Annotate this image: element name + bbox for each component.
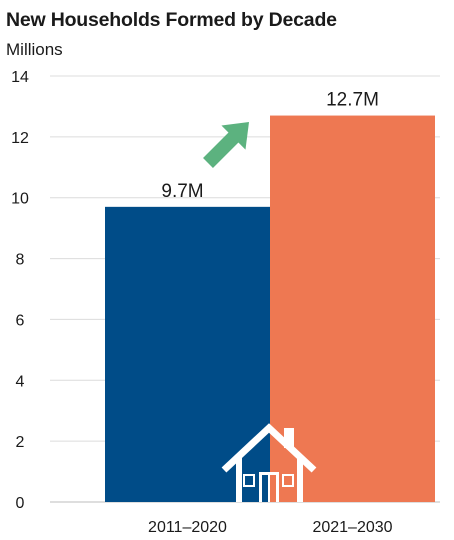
bar-2021–2030 [270, 115, 435, 503]
y-tick-label: 0 [16, 495, 25, 512]
x-tick-label: 2021–2030 [312, 519, 392, 536]
data-label: 12.7M [326, 90, 379, 111]
y-tick-label: 6 [16, 312, 25, 329]
y-tick-label: 14 [11, 69, 29, 86]
chart-title: New Households Formed by Decade [6, 9, 337, 31]
y-tick-label: 4 [16, 373, 25, 390]
y-tick-label: 8 [16, 252, 25, 269]
y-tick-label: 2 [16, 434, 25, 451]
growth-arrow-icon [203, 121, 250, 168]
house-icon [221, 423, 317, 502]
x-tick-label: 2011–2020 [148, 519, 227, 536]
data-label: 9.7M [161, 181, 203, 202]
y-tick-label: 10 [11, 191, 29, 208]
chart-subtitle: Millions [6, 40, 63, 59]
y-tick-label: 12 [11, 130, 29, 147]
bar-2011–2020 [105, 206, 270, 503]
